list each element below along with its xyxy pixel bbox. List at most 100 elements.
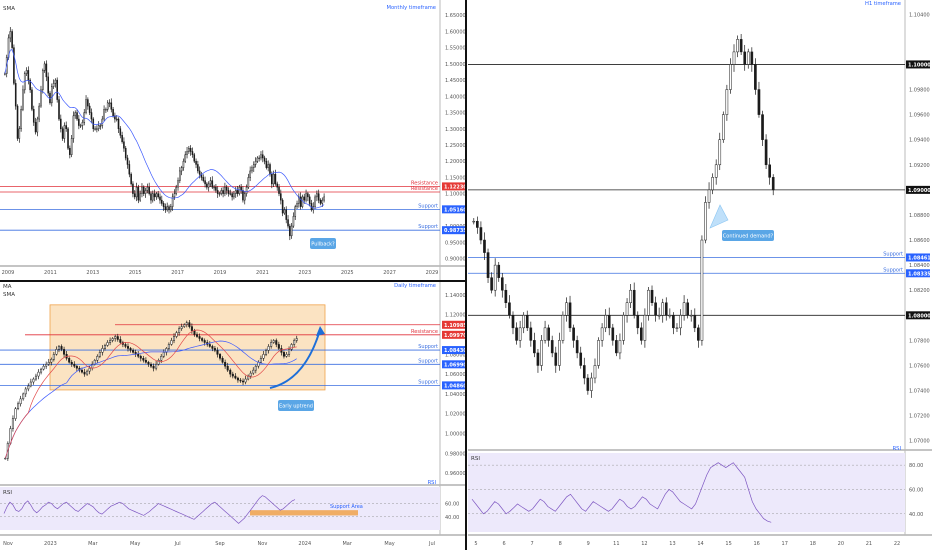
daily-price-tag-label: 1.06990 [444,362,467,368]
h1-candle-body [764,139,768,166]
h1-candle-body [558,340,561,366]
h1-y-tick: 1.09200 [909,163,930,169]
daily-candle-body [98,352,101,357]
daily-candle-body [4,457,7,460]
daily-candle-body [124,344,127,347]
h1-candle-body [629,289,632,304]
h1-y-tick: 1.09800 [909,88,930,94]
monthly-price-tag-label: 1.12230 [444,184,467,190]
monthly-candle-body [65,125,68,130]
h1-candle-body [729,64,732,90]
h1-x-tick: 20 [838,541,844,547]
monthly-candle-body [193,154,196,162]
h1_rsi-title: RSI [893,446,902,452]
monthly-x-tick: 2029 [426,270,439,276]
h1-candle-body [486,252,490,278]
h1_rsi-rsi-line [471,462,772,523]
monthly-candle-body [211,180,214,188]
daily-x-tick: May [384,541,394,547]
pullback-callout-text: Pullback? [311,242,335,248]
daily-candle-body [126,346,130,349]
h1-y-tick: 1.07000 [909,439,930,445]
monthly-candle-body [243,193,246,201]
h1-candle-body [672,315,675,329]
monthly-candle-body [317,193,320,201]
h1-x-tick: 22 [894,541,900,547]
monthly-candle-body [261,154,264,159]
daily-candle-body [249,372,252,377]
monthly-candle-body [162,203,165,207]
h1-level-label: Support [883,267,903,273]
h1-candle-body [771,177,775,191]
h1-candle-body [718,139,722,166]
monthly-candle-body [52,83,55,87]
demand-zone-marker [709,204,729,229]
daily-y-tick: 1.06000 [445,372,466,378]
daily-price-tag-label: 1.09970 [444,333,467,339]
daily-candle-body [270,342,273,347]
monthly-title: Monthly timeframe [386,5,436,11]
h1-candle-body [640,327,643,341]
monthly-candle-body [215,186,217,191]
monthly-candle-body [119,128,122,136]
daily-candle-body [170,340,173,345]
daily-candle-body [203,340,206,343]
monthly-candle-body [182,160,185,168]
h1-candle-body [522,315,526,329]
daily-candle-body [27,385,30,390]
monthly-candle-body [260,154,262,159]
h1-candle-body [550,340,554,354]
monthly-price-tag [442,182,466,191]
monthly-candle-body [281,199,284,214]
h1-candle-body [568,302,572,329]
h1_rsi-y-tick: 80.00 [909,463,923,469]
daily_rsi-title-label: RSI [3,490,12,496]
daily-x-tick: May [130,541,140,547]
daily_rsi-rsi-band [0,487,440,530]
h1-candle-body [586,377,590,391]
h1-x-tick: 15 [725,541,731,547]
h1-candle-body [554,352,558,366]
monthly-price-tag [442,226,466,235]
monthly-candle-body [128,164,131,175]
h1-candle-body [664,302,668,316]
daily-candle-body [147,361,150,365]
h1-candle-body [611,327,615,341]
monthly-y-tick: 1.10000 [445,192,466,198]
daily-candle-body [226,365,229,371]
h1-candle-body [761,114,764,140]
h1-candle-body [493,264,497,291]
monthly-candle-body [195,160,197,165]
daily-y-tick: 1.14000 [445,293,466,299]
monthly-candle-body [316,193,318,198]
monthly-candle-body [267,164,269,168]
monthly-candle-body [231,193,233,198]
daily-y-tick: 0.98000 [445,451,466,457]
daily-price-tag [442,330,466,339]
daily-candle-body [111,338,114,341]
monthly-candle-body [292,216,295,227]
monthly-candle-body [148,186,150,194]
monthly-candle-body [189,147,192,152]
monthly-candle-body [54,79,57,84]
daily-candle-body [73,363,76,367]
monthly-candle-body [40,89,42,107]
daily-candle-body [293,340,296,345]
daily-candle-body [167,344,170,349]
h1-price-tag [906,60,930,69]
daily-candle-body [180,326,183,329]
monthly-price-tag [442,205,466,214]
h1-x-tick: 13 [669,541,675,547]
h1-candle-body [707,189,711,203]
h1-candle-body [536,352,540,366]
daily-candle-body [285,354,288,357]
monthly-x-tick: 2013 [86,270,99,276]
monthly-candle-body [245,186,248,194]
monthly-x-tick: 2011 [44,270,57,276]
daily-y-tick: 1.02000 [445,412,466,418]
h1-y-tick: 1.10400 [909,12,930,18]
daily-candle-body [175,332,178,337]
monthly-candle-body [83,112,86,123]
h1-candle-body [704,202,707,241]
daily-price-tag [442,346,466,355]
